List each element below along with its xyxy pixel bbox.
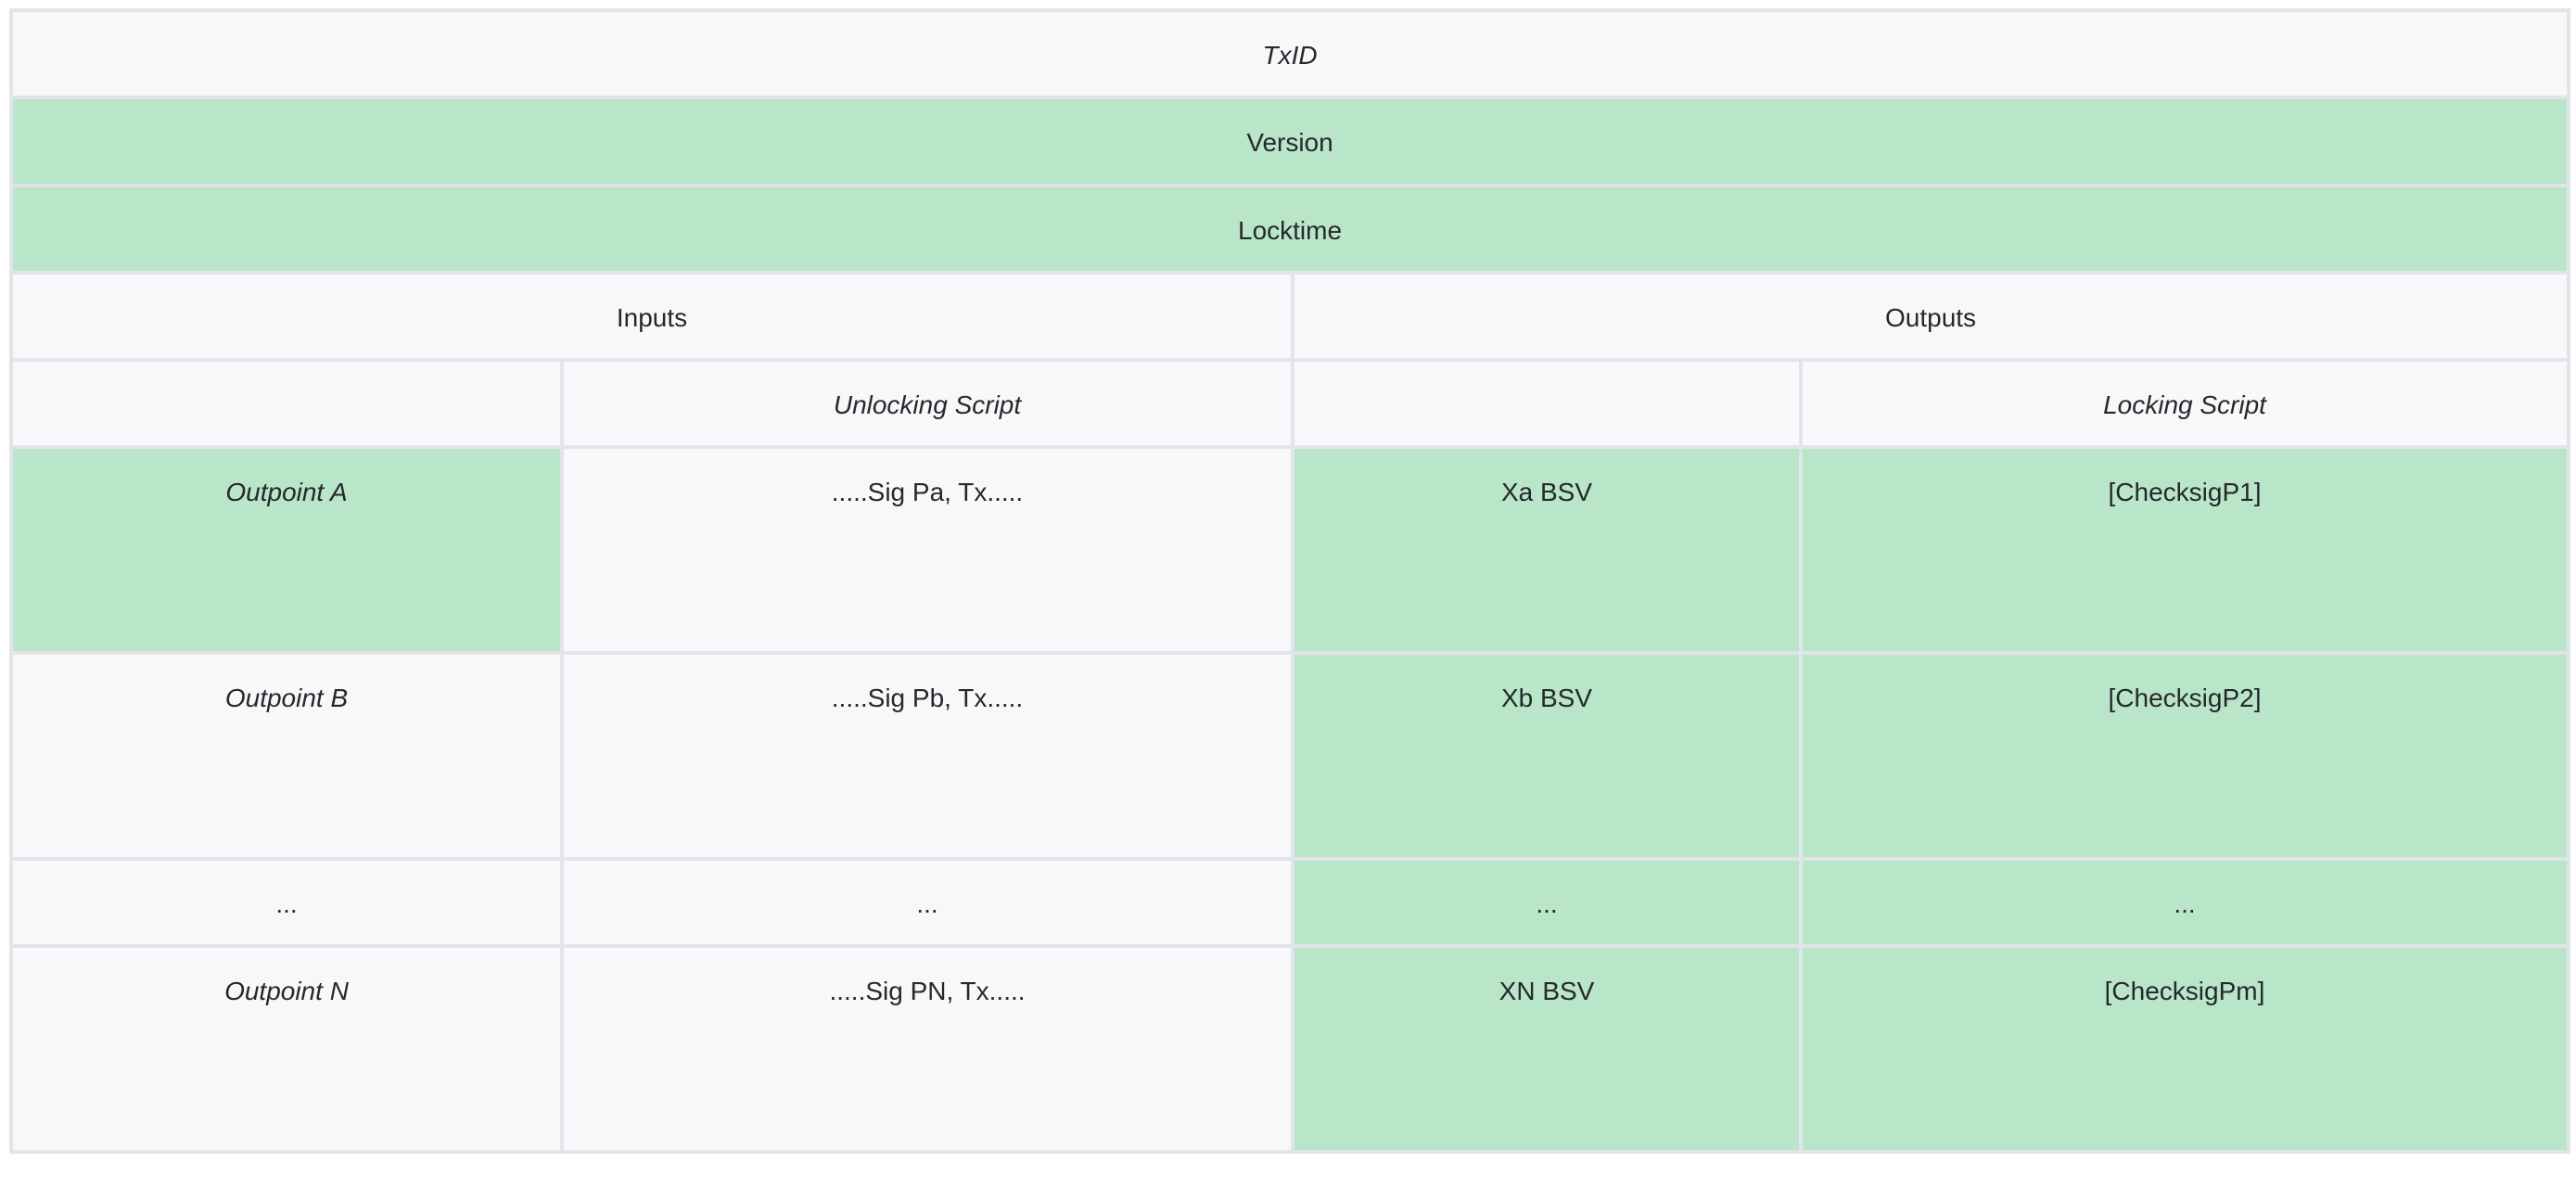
locking-script-cell: [ChecksigP1]: [1798, 445, 2571, 655]
outpoint-cell: Outpoint N: [9, 944, 564, 1154]
locking-script-cell: [ChecksigP2]: [1798, 651, 2571, 861]
amount-cell: ...: [1291, 857, 1803, 948]
unlocking-script-header-cell: Unlocking Script: [560, 358, 1294, 449]
tx-row-n: Outpoint N .....Sig PN, Tx..... XN BSV […: [9, 944, 2571, 1154]
outpoint-cell: ...: [9, 857, 564, 948]
inputs-outputs-header-row: Inputs Outputs: [9, 271, 2571, 362]
amount-cell: Xb BSV: [1291, 651, 1803, 861]
tx-row-ellipsis: ... ... ... ...: [9, 857, 2571, 948]
version-cell: Version: [8, 96, 2571, 187]
locktime-cell: Locktime: [8, 184, 2571, 275]
amount-cell: XN BSV: [1291, 944, 1803, 1154]
inputs-header-cell: Inputs: [9, 271, 1294, 362]
unlocking-script-cell: .....Sig PN, Tx.....: [560, 944, 1294, 1154]
outpoint-cell: Outpoint A: [9, 445, 564, 655]
outputs-header-cell: Outputs: [1290, 271, 2571, 362]
locking-script-cell: [ChecksigPm]: [1798, 944, 2571, 1154]
tx-row-b: Outpoint B .....Sig Pb, Tx..... Xb BSV […: [9, 651, 2571, 861]
amount-cell: Xa BSV: [1291, 445, 1803, 655]
unlocking-script-cell: ...: [560, 857, 1294, 948]
transaction-structure-table: TxID Version Locktime Inputs Outputs Unl…: [8, 8, 2571, 1154]
unlocking-script-cell: .....Sig Pa, Tx.....: [560, 445, 1294, 655]
outpoint-cell: Outpoint B: [9, 651, 564, 861]
locktime-row: Locktime: [8, 184, 2571, 275]
outpoint-header-spacer-cell: [9, 358, 564, 449]
amount-header-spacer-cell: [1291, 358, 1803, 449]
script-header-row: Unlocking Script Locking Script: [9, 358, 2571, 449]
txid-cell: TxID: [8, 8, 2571, 99]
version-row: Version: [8, 96, 2571, 187]
page: TxID Version Locktime Inputs Outputs Unl…: [8, 8, 2571, 1154]
unlocking-script-cell: .....Sig Pb, Tx.....: [560, 651, 1294, 861]
tx-row-a: Outpoint A .....Sig Pa, Tx..... Xa BSV […: [9, 445, 2571, 655]
txid-row: TxID: [8, 8, 2571, 99]
locking-script-cell: ...: [1798, 857, 2571, 948]
locking-script-header-cell: Locking Script: [1798, 358, 2571, 449]
